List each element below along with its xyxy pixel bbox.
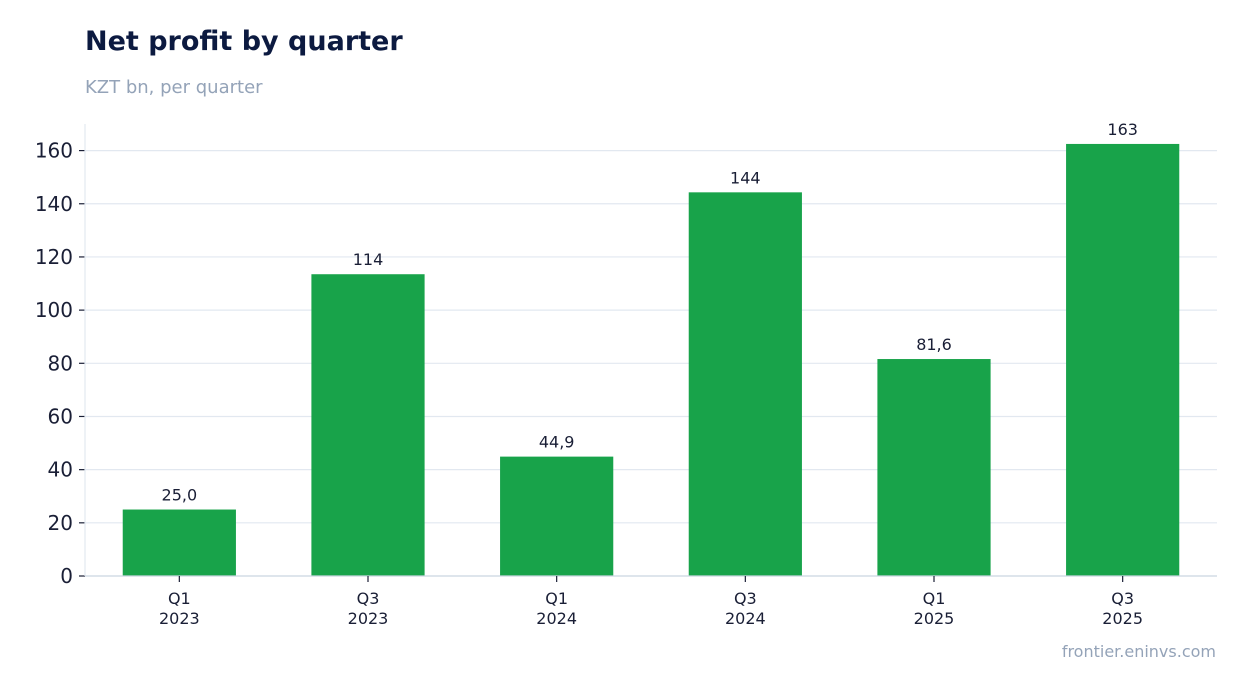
data-label: 44,9 (539, 433, 575, 452)
gridlines (85, 149, 1217, 524)
data-label: 114 (353, 250, 384, 269)
bar (688, 192, 802, 576)
x-tick-label: Q3 (1111, 589, 1134, 608)
labels: 25,0 114 44,9 144 81,6 163 (162, 120, 1138, 505)
data-label: 163 (1107, 120, 1138, 139)
x-tick-label: 2023 (159, 609, 200, 628)
y-tick-label: 140 (35, 192, 73, 216)
x-tick-label: 2024 (725, 609, 766, 628)
y-tick-label: 160 (35, 139, 73, 163)
y-tick-label: 80 (48, 351, 73, 375)
bar (500, 456, 614, 576)
chart-title: Net profit by quarter (85, 26, 403, 57)
data-label: 25,0 (162, 486, 198, 505)
x-tick-label: 2024 (536, 609, 577, 628)
chart-subtitle: KZT bn, per quarter (85, 77, 263, 98)
data-label: 144 (730, 168, 761, 187)
bar (1066, 143, 1180, 577)
x-tick-label: Q1 (545, 589, 568, 608)
y-tick-label: 60 (48, 404, 73, 428)
y-tick-label: 20 (48, 511, 73, 535)
x-tick-label: Q1 (923, 589, 946, 608)
x-tick-label: Q1 (168, 589, 191, 608)
x-tick-label: Q3 (357, 589, 380, 608)
bars (122, 143, 1180, 577)
bar (311, 274, 425, 576)
y-tick-label: 40 (48, 458, 73, 482)
x-tick-label: 2025 (914, 609, 955, 628)
y-tick-label: 100 (35, 298, 73, 322)
x-tick-label: Q3 (734, 589, 757, 608)
x-tick-label: 2023 (348, 609, 389, 628)
bar (122, 509, 236, 576)
data-label: 81,6 (916, 335, 952, 354)
bar (877, 359, 991, 576)
x-tick-label: 2025 (1102, 609, 1143, 628)
source-credit: frontier.eninvs.com (1061, 642, 1216, 661)
y-tick-label: 120 (35, 245, 73, 269)
axes: 020406080100120140160Q12023Q32023Q12024Q… (35, 124, 1217, 628)
y-tick-label: 0 (60, 564, 73, 588)
